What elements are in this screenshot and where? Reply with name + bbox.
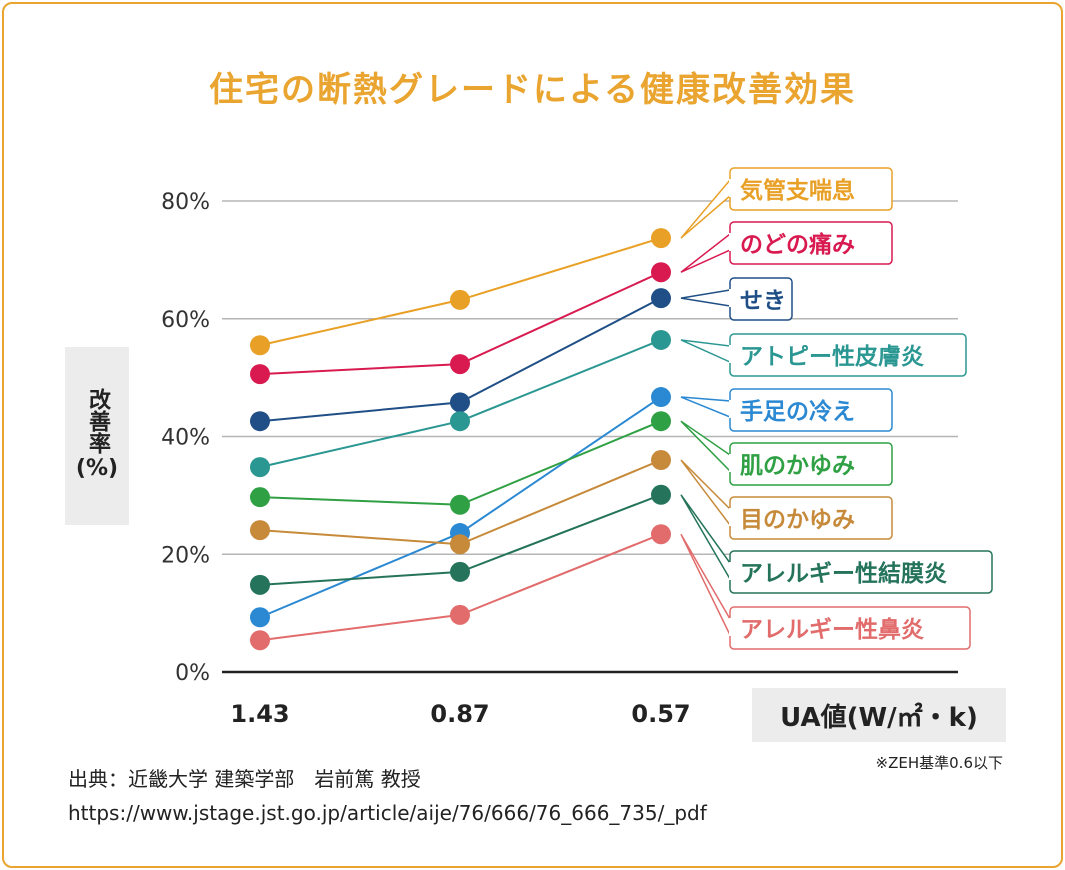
series-label: 肌のかゆみ [740, 453, 855, 479]
data-point [651, 484, 671, 505]
x-tick-label: 0.87 [430, 700, 489, 728]
series-label: 気管支喘息 [740, 177, 855, 204]
y-tick-label: 80% [161, 190, 210, 215]
data-point [651, 450, 671, 471]
data-point [450, 289, 470, 310]
callout-leader [680, 177, 731, 239]
data-point [450, 392, 470, 413]
data-point [250, 607, 270, 628]
data-point [651, 228, 671, 249]
data-point [450, 604, 470, 625]
data-point [250, 457, 270, 478]
source-line-1: 出典：近畿大学 建築学部 岩前篤 教授 [68, 767, 421, 791]
source-url[interactable]: https://www.jstage.jst.go.jp/article/aij… [68, 801, 707, 825]
callout-leader [680, 289, 731, 307]
data-point [250, 411, 270, 432]
y-axis-label-main: 改善率 [85, 388, 110, 454]
series-label: アレルギー性鼻炎 [740, 616, 924, 643]
y-tick-label: 40% [161, 426, 210, 451]
data-point [250, 574, 270, 595]
data-point [450, 561, 470, 582]
source-citation: 出典：近畿大学 建築学部 岩前篤 教授 https://www.jstage.j… [68, 762, 707, 830]
y-axis-label-unit: (%) [75, 456, 119, 481]
y-tick-label: 60% [161, 308, 210, 333]
y-tick-label: 20% [161, 543, 210, 568]
callout-leader [680, 396, 731, 419]
data-point [450, 534, 470, 555]
data-point [450, 354, 470, 375]
series-label: 目のかゆみ [740, 507, 855, 533]
data-point [250, 364, 270, 385]
x-axis-label: UA値(W/㎡・k) [752, 688, 1006, 742]
chart-title: 住宅の断熱グレードによる健康改善効果 [209, 70, 856, 110]
x-tick-label: 1.43 [230, 700, 289, 728]
y-axis-label: 改善率 (%) [65, 347, 129, 525]
series-label: せき [740, 288, 786, 314]
data-point [651, 329, 671, 350]
series-label: アレルギー性結膜炎 [740, 560, 947, 587]
data-point [250, 335, 270, 356]
data-point [250, 630, 270, 651]
data-point [651, 387, 671, 408]
callout-leader [680, 232, 731, 273]
callout-leader [680, 533, 731, 636]
series-label: アトピー性皮膚炎 [740, 344, 924, 370]
data-point [651, 288, 671, 309]
series-label: 手足の冷え [740, 398, 855, 425]
series-line [259, 420, 662, 506]
data-point [651, 262, 671, 283]
data-point [450, 411, 470, 432]
data-point [250, 487, 270, 508]
callout-leader [680, 459, 731, 528]
y-tick-label: 0% [175, 661, 210, 686]
series-label: のどの痛み [740, 231, 855, 258]
data-point [250, 520, 270, 541]
callout-leader [680, 420, 731, 473]
data-point [651, 524, 671, 545]
x-tick-label: 0.57 [631, 700, 690, 728]
callout-leader [680, 339, 731, 364]
zeh-note: ※ZEH基準0.6以下 [875, 754, 1003, 772]
data-point [651, 411, 671, 432]
data-point [450, 494, 470, 515]
